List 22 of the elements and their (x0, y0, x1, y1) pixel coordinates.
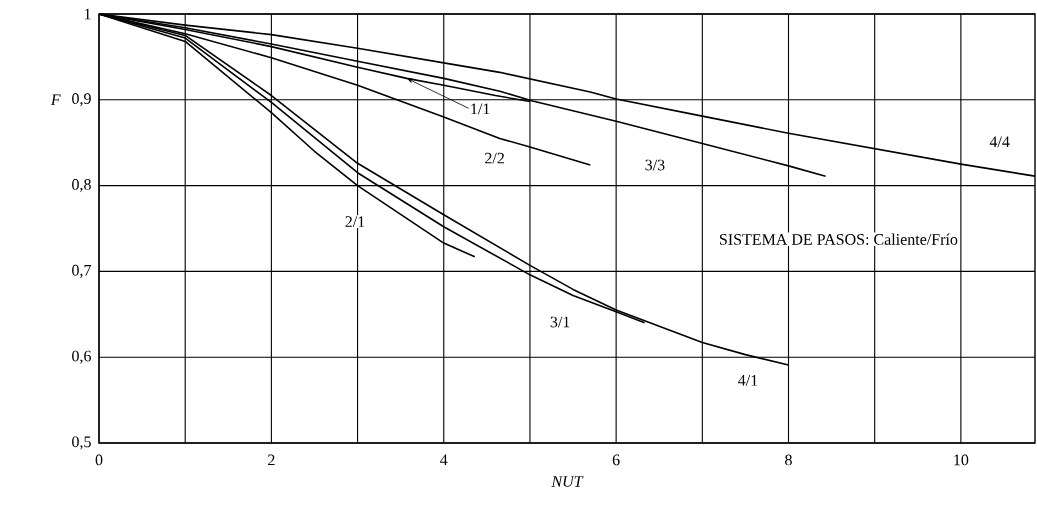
x-tick-label: 8 (785, 454, 792, 466)
annotation: 3/1 (550, 316, 570, 328)
annotation: SISTEMA DE PASOS: Caliente/Frío (720, 233, 958, 245)
annotation: 2/1 (345, 216, 365, 227)
annotation: 2/2 (485, 152, 504, 164)
x-tick-label: 10 (954, 454, 969, 466)
y-tick-label: 0,8 (72, 179, 91, 193)
y-tick-label: 1 (84, 8, 91, 20)
y-tick-label: 0,7 (72, 264, 92, 278)
x-tick-label: 2 (268, 454, 275, 466)
x-tick-label: 6 (612, 454, 620, 466)
annotation: 3/3 (645, 159, 665, 171)
annotation: 4/1 (738, 375, 758, 386)
annotation: 4/4 (989, 136, 1010, 148)
y-tick-label: 0,9 (72, 93, 91, 107)
y-axis-title: F (50, 94, 61, 106)
x-axis-title: NUT (551, 476, 584, 487)
y-tick-label: 0,6 (72, 350, 92, 364)
annotation: 1/1 (471, 103, 490, 115)
x-tick-label: 0 (95, 454, 103, 466)
y-tick-label: 0,5 (72, 436, 91, 450)
x-tick-label: 4 (440, 454, 448, 466)
